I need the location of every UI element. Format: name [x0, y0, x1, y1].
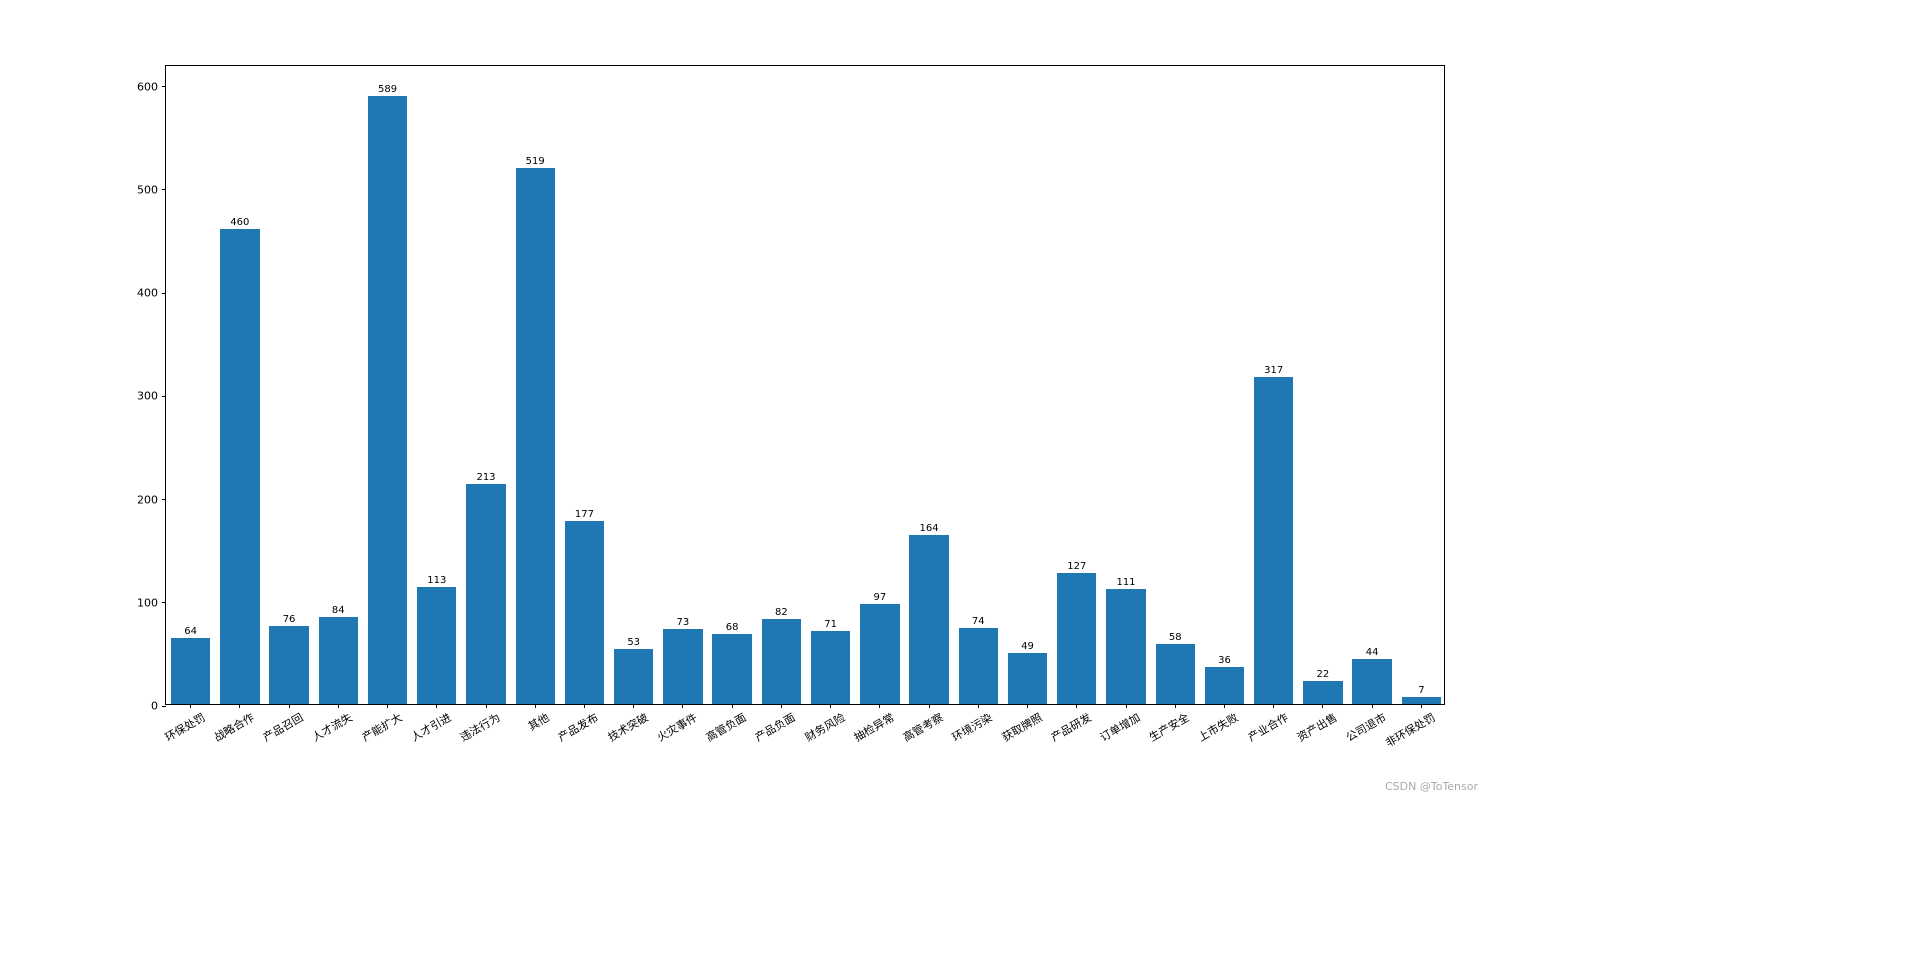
bar	[1008, 653, 1047, 704]
bar	[614, 649, 653, 704]
bar-value-label: 589	[378, 84, 397, 95]
bar-value-label: 73	[677, 617, 690, 628]
xtick-label: 高管负面	[700, 704, 749, 745]
bar	[516, 168, 555, 704]
ytick-label: 100	[137, 596, 166, 609]
xtick-label: 其他	[522, 704, 552, 734]
xtick-label: 产品召回	[257, 704, 306, 745]
xtick-label: 人才流失	[306, 704, 355, 745]
bar-value-label: 49	[1021, 641, 1034, 652]
xtick-label: 财务风险	[799, 704, 848, 745]
bar-value-label: 22	[1317, 669, 1330, 680]
bar-value-label: 84	[332, 605, 345, 616]
bar-value-label: 111	[1116, 577, 1135, 588]
watermark: CSDN @ToTensor	[1385, 780, 1478, 793]
bar	[1057, 573, 1096, 704]
bar-value-label: 64	[184, 626, 197, 637]
bar	[959, 628, 998, 704]
xtick-label: 订单增加	[1094, 704, 1143, 745]
bar	[1352, 659, 1391, 704]
bar	[171, 638, 210, 704]
xtick-label: 获取牌照	[995, 704, 1044, 745]
bar-value-label: 177	[575, 509, 594, 520]
bar-value-label: 74	[972, 616, 985, 627]
bar-value-label: 164	[920, 523, 939, 534]
xtick-label: 技术突破	[602, 704, 651, 745]
chart-axes: 0100200300400500600环保处罚64战略合作460产品召回76人才…	[165, 65, 1445, 705]
ytick-label: 200	[137, 493, 166, 506]
ytick-label: 600	[137, 80, 166, 93]
plot-area: 0100200300400500600环保处罚64战略合作460产品召回76人才…	[166, 66, 1444, 704]
xtick-label: 产品负面	[749, 704, 798, 745]
bar-value-label: 36	[1218, 655, 1231, 666]
xtick-label: 产能扩大	[355, 704, 404, 745]
bar-value-label: 317	[1264, 365, 1283, 376]
xtick-label: 环境污染	[946, 704, 995, 745]
bar	[1303, 681, 1342, 704]
bar	[220, 229, 259, 704]
bar	[1254, 377, 1293, 704]
ytick-label: 0	[151, 700, 166, 713]
xtick-label: 非环保处罚	[1380, 704, 1439, 751]
bar-value-label: 53	[627, 637, 640, 648]
xtick-label: 高管考察	[897, 704, 946, 745]
xtick-label: 产业合作	[1242, 704, 1291, 745]
bar-value-label: 97	[873, 592, 886, 603]
bar	[466, 484, 505, 704]
bar-value-label: 44	[1366, 647, 1379, 658]
bar-value-label: 58	[1169, 632, 1182, 643]
bar	[368, 96, 407, 704]
bar-value-label: 519	[526, 156, 545, 167]
bar-value-label: 460	[230, 217, 249, 228]
bar	[712, 634, 751, 704]
bar	[1205, 667, 1244, 704]
xtick-label: 抽检异常	[848, 704, 897, 745]
bar-value-label: 113	[427, 575, 446, 586]
bar-value-label: 71	[824, 619, 837, 630]
bar	[1106, 589, 1145, 704]
bar-value-label: 76	[283, 614, 296, 625]
bar	[269, 626, 308, 704]
ytick-label: 400	[137, 287, 166, 300]
bar	[811, 631, 850, 704]
xtick-label: 战略合作	[208, 704, 257, 745]
xtick-label: 人才引进	[405, 704, 454, 745]
bar	[860, 604, 899, 704]
xtick-label: 违法行为	[454, 704, 503, 745]
bar	[319, 617, 358, 704]
xtick-label: 生产安全	[1143, 704, 1192, 745]
xtick-label: 产品发布	[552, 704, 601, 745]
xtick-label: 资产出售	[1291, 704, 1340, 745]
ytick-label: 300	[137, 390, 166, 403]
xtick-label: 上市失败	[1192, 704, 1241, 745]
bar	[417, 587, 456, 704]
bar-value-label: 213	[476, 472, 495, 483]
bar-value-label: 7	[1418, 685, 1424, 696]
xtick-label: 公司退市	[1340, 704, 1389, 745]
bar	[909, 535, 948, 704]
bar	[663, 629, 702, 704]
bar	[1156, 644, 1195, 704]
bar	[762, 619, 801, 704]
bar-value-label: 127	[1067, 561, 1086, 572]
bar	[565, 521, 604, 704]
ytick-label: 500	[137, 183, 166, 196]
bar-value-label: 82	[775, 607, 788, 618]
xtick-label: 产品研发	[1045, 704, 1094, 745]
figure: 0100200300400500600环保处罚64战略合作460产品召回76人才…	[0, 0, 1920, 973]
bar	[1402, 697, 1441, 704]
xtick-label: 火灾事件	[651, 704, 700, 745]
bar-value-label: 68	[726, 622, 739, 633]
